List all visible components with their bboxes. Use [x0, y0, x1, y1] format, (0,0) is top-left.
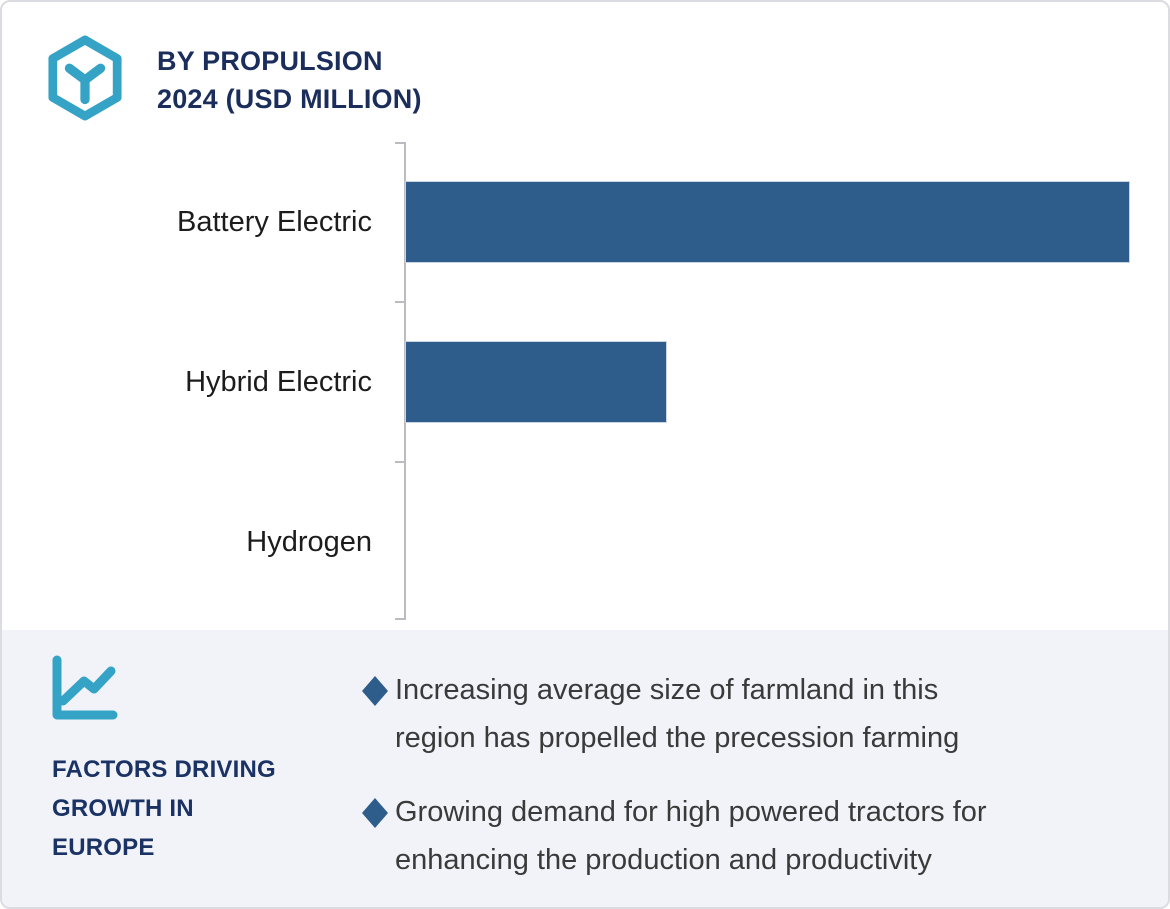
bar-hybrid-electric — [406, 342, 666, 422]
bar-chart: Battery Electric Hybrid Electric Hydroge… — [2, 2, 1168, 630]
axis-tick — [395, 618, 404, 620]
bar-battery-electric — [406, 182, 1129, 262]
list-item: Increasing average size of farmland in t… — [362, 666, 1102, 762]
category-label: Hydrogen — [246, 525, 372, 558]
axis-tick — [395, 301, 404, 303]
axis-tick — [395, 142, 404, 144]
hexagon-cube-icon — [48, 35, 122, 121]
bullet-text: Increasing average size of farmland in t… — [395, 674, 960, 754]
bar-row: Battery Electric — [2, 142, 1168, 302]
diamond-bullet-icon — [362, 676, 388, 706]
factors-panel: FACTORS DRIVING GROWTH IN EUROPE Increas… — [2, 630, 1168, 907]
chart-title: BY PROPULSION 2024 (USD MILLION) — [157, 46, 422, 114]
axis-tick — [395, 461, 404, 463]
y-axis-line — [404, 142, 406, 620]
category-label: Hybrid Electric — [185, 365, 372, 398]
bullet-text: Growing demand for high powered tractors… — [395, 796, 987, 876]
trend-line-chart-icon — [52, 655, 118, 720]
list-item: Growing demand for high powered tractors… — [362, 788, 1102, 884]
bar-row: Hybrid Electric — [2, 302, 1168, 462]
diamond-bullet-icon — [362, 798, 388, 828]
factors-bullet-list: Increasing average size of farmland in t… — [362, 666, 1102, 884]
bar-row: Hydrogen — [2, 462, 1168, 622]
category-label: Battery Electric — [177, 205, 372, 238]
factors-heading: FACTORS DRIVING GROWTH IN EUROPE — [52, 756, 276, 861]
